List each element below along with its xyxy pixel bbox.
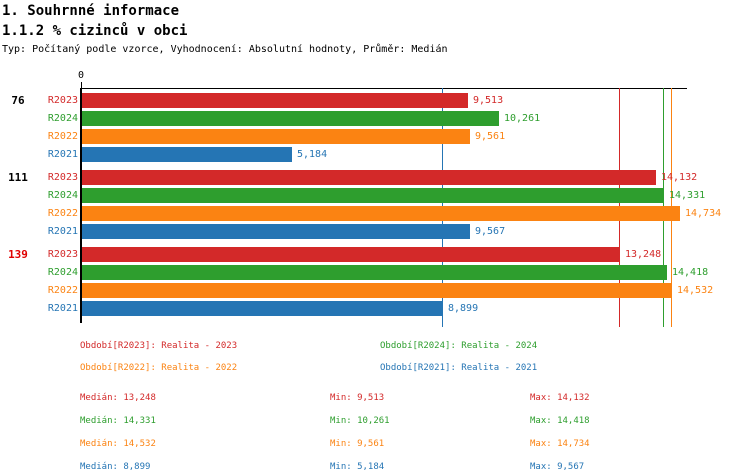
bar-value-label: 9,513 [473, 95, 504, 106]
stat-min: Min: 10,261 [330, 416, 390, 426]
bar-r2022-group-139 [82, 283, 672, 298]
bar-r2024-group-139 [82, 265, 667, 280]
bar-r2024-group-76 [82, 111, 499, 126]
legend-item-r2024: Období[R2024]: Realita - 2024 [380, 341, 538, 351]
bar-value-label: 9,561 [475, 131, 506, 142]
bar-r2023-group-111 [82, 170, 656, 185]
axis-tick [81, 82, 82, 88]
axis-line-top [80, 88, 687, 89]
series-label-r2021: R2021 [47, 303, 78, 314]
chart-title: 1.1.2 % cizinců v obci [2, 23, 188, 39]
bar-value-label: 13,248 [625, 249, 662, 260]
bar-r2023-group-139 [82, 247, 620, 262]
bar-value-label: 9,567 [475, 226, 506, 237]
stat-max: Max: 14,132 [530, 393, 590, 403]
group-label-111: 111 [8, 171, 28, 184]
axis-origin-label: 0 [77, 70, 85, 81]
bar-value-label: 8,899 [448, 303, 479, 314]
bar-r2021-group-111 [82, 224, 470, 239]
series-label-r2024: R2024 [47, 113, 78, 124]
series-label-r2021: R2021 [47, 226, 78, 237]
axis-line-left [80, 88, 82, 323]
bar-value-label: 14,734 [685, 208, 722, 219]
bar-r2021-group-76 [82, 147, 292, 162]
page-title: 1. Souhrnné informace [2, 3, 180, 19]
series-label-r2024: R2024 [47, 190, 78, 201]
bar-value-label: 10,261 [504, 113, 541, 124]
bar-value-label: 5,184 [297, 149, 328, 160]
stat-min: Min: 5,184 [330, 462, 385, 472]
group-label-139: 139 [8, 248, 28, 261]
series-label-r2023: R2023 [47, 172, 78, 183]
bar-value-label: 14,418 [672, 267, 709, 278]
bar-value-label: 14,331 [669, 190, 706, 201]
bar-r2021-group-139 [82, 301, 443, 316]
bar-value-label: 14,532 [677, 285, 714, 296]
series-label-r2021: R2021 [47, 149, 78, 160]
stat-median: Medián: 13,248 [80, 393, 156, 403]
chart-subtitle: Typ: Počítaný podle vzorce, Vyhodnocení:… [2, 44, 448, 55]
series-label-r2022: R2022 [47, 131, 78, 142]
bar-value-label: 14,132 [661, 172, 698, 183]
series-label-r2023: R2023 [47, 249, 78, 260]
stat-min: Min: 9,513 [330, 393, 385, 403]
bar-r2024-group-111 [82, 188, 664, 203]
series-label-r2023: R2023 [47, 95, 78, 106]
series-label-r2022: R2022 [47, 285, 78, 296]
stat-median: Medián: 8,899 [80, 462, 151, 472]
legend-item-r2022: Období[R2022]: Realita - 2022 [80, 363, 238, 373]
legend-item-r2023: Období[R2023]: Realita - 2023 [80, 341, 238, 351]
series-label-r2024: R2024 [47, 267, 78, 278]
bar-r2022-group-111 [82, 206, 680, 221]
series-label-r2022: R2022 [47, 208, 78, 219]
stat-max: Max: 14,734 [530, 439, 590, 449]
stat-min: Min: 9,561 [330, 439, 385, 449]
bar-r2023-group-76 [82, 93, 468, 108]
bar-chart: 0 76 R2023 9,513 R2024 10,261 R2022 9,561 R2021… [8, 70, 722, 327]
stat-max: Max: 9,567 [530, 462, 585, 472]
group-label-76: 76 [11, 94, 25, 107]
stat-median: Medián: 14,331 [80, 416, 156, 426]
bar-r2022-group-76 [82, 129, 470, 144]
stat-median: Medián: 14,532 [80, 439, 156, 449]
legend-item-r2021: Období[R2021]: Realita - 2021 [380, 363, 538, 373]
stat-max: Max: 14,418 [530, 416, 590, 426]
